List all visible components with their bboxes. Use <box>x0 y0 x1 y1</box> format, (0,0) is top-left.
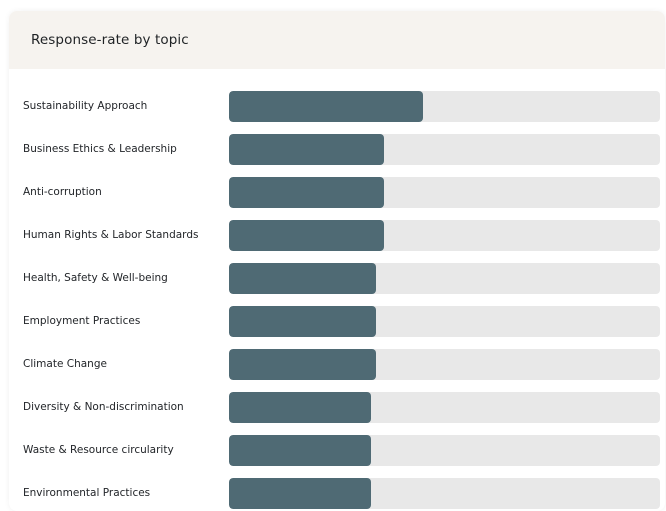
bar-row: Sustainability Approach <box>9 91 665 122</box>
bar-track <box>229 177 660 208</box>
bar-track <box>229 392 660 423</box>
category-label: Employment Practices <box>23 315 141 327</box>
category-label: Business Ethics & Leadership <box>23 143 177 155</box>
bar <box>229 392 371 423</box>
bar <box>229 478 371 509</box>
category-label: Human Rights & Labor Standards <box>23 229 199 241</box>
bar-track <box>229 306 660 337</box>
category-label: Sustainability Approach <box>23 100 148 112</box>
bar-row: Health, Safety & Well-being <box>9 263 665 294</box>
bar-track <box>229 220 660 251</box>
bar <box>229 349 376 380</box>
category-label: Anti-corruption <box>23 186 102 198</box>
bar-row: Waste & Resource circularity <box>9 435 665 466</box>
bar-row: Employment Practices <box>9 306 665 337</box>
bar-track <box>229 134 660 165</box>
bar-row: Human Rights & Labor Standards <box>9 220 665 251</box>
bar-track <box>229 263 660 294</box>
bar-row: Anti-corruption <box>9 177 665 208</box>
category-label: Health, Safety & Well-being <box>23 272 168 284</box>
response-rate-card: Response-rate by topic Sustainability Ap… <box>9 11 665 511</box>
bar <box>229 306 376 337</box>
bar-track <box>229 349 660 380</box>
category-label: Environmental Practices <box>23 487 151 499</box>
bar-track <box>229 435 660 466</box>
bar-row: Climate Change <box>9 349 665 380</box>
bar <box>229 220 384 251</box>
bar-chart: Sustainability Approach Business Ethics &… <box>9 69 665 511</box>
bar-row: Business Ethics & Leadership <box>9 134 665 165</box>
bar <box>229 177 384 208</box>
bar <box>229 134 384 165</box>
bar <box>229 435 371 466</box>
category-label: Diversity & Non-discrimination <box>23 401 184 413</box>
category-label: Waste & Resource circularity <box>23 444 174 456</box>
bar-row: Environmental Practices <box>9 478 665 509</box>
chart-title: Response-rate by topic <box>31 32 189 48</box>
category-label: Climate Change <box>23 358 107 370</box>
bar <box>229 263 376 294</box>
bar <box>229 91 423 122</box>
bar-row: Diversity & Non-discrimination <box>9 392 665 423</box>
bar-track <box>229 91 660 122</box>
bar-track <box>229 478 660 509</box>
card-header: Response-rate by topic <box>9 11 665 69</box>
